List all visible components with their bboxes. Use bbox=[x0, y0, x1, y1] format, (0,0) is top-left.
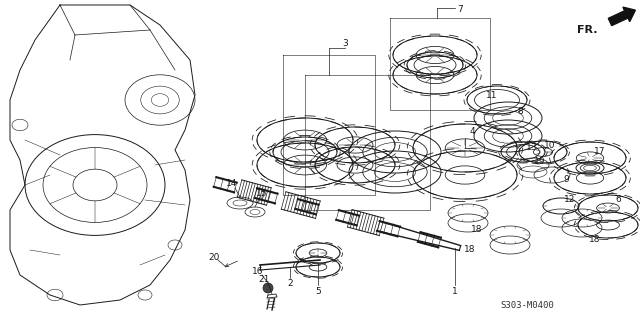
Polygon shape bbox=[10, 5, 195, 305]
Polygon shape bbox=[267, 294, 277, 298]
Circle shape bbox=[263, 283, 273, 293]
Text: 11: 11 bbox=[486, 90, 498, 100]
Text: 7: 7 bbox=[457, 5, 463, 15]
Text: 9: 9 bbox=[563, 176, 569, 184]
Text: 20: 20 bbox=[208, 253, 220, 262]
Text: 6: 6 bbox=[615, 196, 621, 204]
Text: 19: 19 bbox=[534, 158, 546, 166]
Text: 17: 17 bbox=[595, 147, 605, 157]
Text: FR.: FR. bbox=[577, 25, 597, 35]
Text: 13: 13 bbox=[526, 144, 538, 152]
Text: S303-M0400: S303-M0400 bbox=[500, 301, 554, 310]
Text: 18: 18 bbox=[464, 245, 476, 255]
Text: 15: 15 bbox=[256, 190, 268, 198]
Text: 1: 1 bbox=[452, 288, 458, 296]
Text: 14: 14 bbox=[227, 179, 237, 189]
Text: 2: 2 bbox=[287, 280, 293, 288]
Text: 18: 18 bbox=[589, 236, 601, 244]
Text: 4: 4 bbox=[469, 127, 475, 137]
Polygon shape bbox=[608, 7, 636, 26]
Text: 5: 5 bbox=[315, 287, 321, 295]
Text: 10: 10 bbox=[544, 140, 556, 150]
Text: 21: 21 bbox=[259, 275, 269, 284]
Text: 18: 18 bbox=[471, 225, 483, 235]
Text: 12: 12 bbox=[564, 196, 576, 204]
Text: 16: 16 bbox=[252, 268, 264, 276]
Text: 8: 8 bbox=[517, 107, 523, 117]
Text: 3: 3 bbox=[342, 38, 348, 48]
